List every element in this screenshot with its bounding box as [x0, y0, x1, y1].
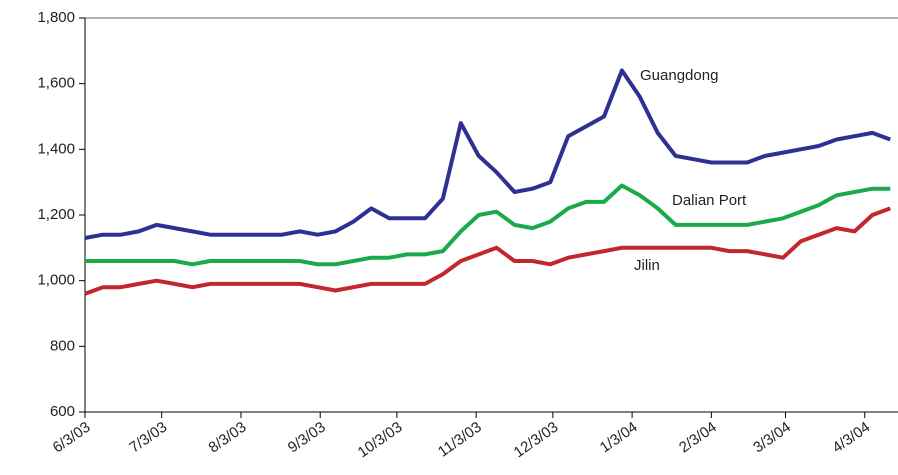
y-tick-label: 1,600 [37, 75, 75, 92]
x-tick-label: 12/3/03 [511, 419, 562, 462]
y-tick-label: 800 [50, 337, 75, 354]
y-tick-label: 1,800 [37, 9, 75, 26]
series-label: Guangdong [640, 67, 718, 84]
y-tick-label: 1,400 [37, 140, 75, 157]
x-tick-label: 7/3/03 [126, 419, 170, 457]
y-tick-label: 600 [50, 403, 75, 420]
x-tick-label: 9/3/03 [285, 419, 329, 457]
x-tick-label: 8/3/03 [206, 419, 250, 457]
x-tick-label: 11/3/03 [435, 419, 485, 461]
y-tick-label: 1,200 [37, 206, 75, 223]
x-tick-label: 1/3/04 [597, 419, 641, 457]
x-tick-label: 6/3/03 [50, 419, 94, 457]
series-line [84, 206, 891, 296]
series-label: Jilin [634, 257, 660, 274]
series-line [84, 68, 891, 240]
x-tick-label: 4/3/04 [829, 419, 873, 457]
series-label: Dalian Port [672, 192, 747, 209]
x-tick-label: 10/3/03 [355, 419, 406, 462]
x-tick-label: 2/3/04 [676, 419, 720, 457]
x-tick-label: 3/3/04 [750, 419, 794, 457]
series-line [85, 183, 891, 267]
y-tick-label: 1,000 [37, 272, 75, 289]
